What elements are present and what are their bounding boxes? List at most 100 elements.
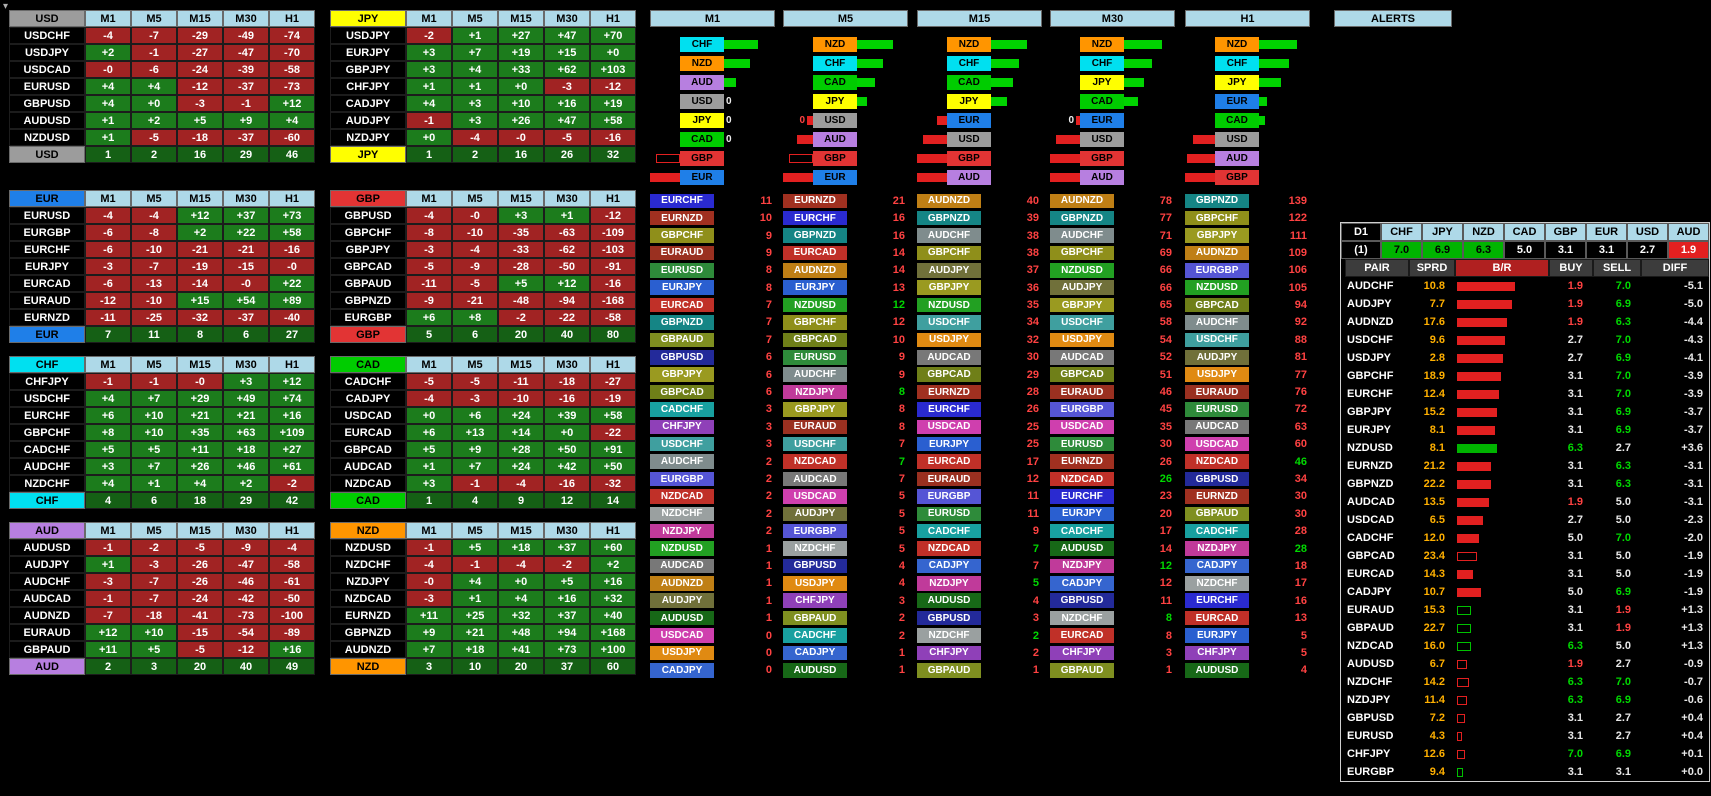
pair-name-cell[interactable]: NZDUSD bbox=[330, 539, 406, 556]
pair-row-eurusd[interactable]: EURUSD 72 bbox=[1185, 402, 1310, 418]
pair-row-eurchf[interactable]: EURCHF 16 bbox=[783, 210, 908, 226]
pair-name-cell[interactable]: EURNZD bbox=[330, 607, 406, 624]
pair-row-usdjpy[interactable]: USDJPY 32 bbox=[917, 332, 1042, 348]
pair-row-nzdusd[interactable]: NZDUSD 35 bbox=[917, 297, 1042, 313]
pair-row-euraud[interactable]: EURAUD 46 bbox=[1050, 384, 1175, 400]
pair-row-eurusd[interactable]: EURUSD 9 bbox=[783, 350, 908, 366]
pair-row-nzdchf[interactable]: NZDCHF 17 bbox=[1185, 576, 1310, 592]
pair-row-chfjpy[interactable]: CHFJPY 2 bbox=[917, 645, 1042, 661]
watch-row-usdjpy[interactable]: USDJPY 2.8 2.7 6.9 -4.1 bbox=[1341, 349, 1709, 367]
pair-row-audjpy[interactable]: AUDJPY 66 bbox=[1050, 280, 1175, 296]
pair-row-eurjpy[interactable]: EURJPY 25 bbox=[917, 436, 1042, 452]
pair-row-usdcad[interactable]: USDCAD 25 bbox=[917, 419, 1042, 435]
pair-row-gbpcad[interactable]: GBPCAD 94 bbox=[1185, 297, 1310, 313]
pair-name-cell[interactable]: USDCHF bbox=[9, 390, 85, 407]
pair-row-chfjpy[interactable]: CHFJPY 3 bbox=[1050, 645, 1175, 661]
pair-row-audjpy[interactable]: AUDJPY 81 bbox=[1185, 350, 1310, 366]
pair-row-gbpusd[interactable]: GBPUSD 34 bbox=[1185, 471, 1310, 487]
pair-name-cell[interactable]: USDCAD bbox=[9, 61, 85, 78]
pair-row-eurchf[interactable]: EURCHF 11 bbox=[650, 193, 775, 209]
pair-row-eurjpy[interactable]: EURJPY 5 bbox=[1185, 628, 1310, 644]
pair-row-gbpaud[interactable]: GBPAUD 1 bbox=[1050, 663, 1175, 679]
watch-row-cadchf[interactable]: CADCHF 12.0 5.0 7.0 -2.0 bbox=[1341, 529, 1709, 547]
pair-row-gbpcad[interactable]: GBPCAD 29 bbox=[917, 367, 1042, 383]
pair-row-nzdcad[interactable]: NZDCAD 2 bbox=[650, 489, 775, 505]
pair-name-cell[interactable]: AUDJPY bbox=[9, 556, 85, 573]
pair-name-cell[interactable]: AUDUSD bbox=[9, 112, 85, 129]
currency-chip-jpy[interactable]: JPY bbox=[330, 10, 406, 27]
pair-name-cell[interactable]: GBPNZD bbox=[330, 292, 406, 309]
pair-row-chfjpy[interactable]: CHFJPY 3 bbox=[650, 419, 775, 435]
watch-row-eurnzd[interactable]: EURNZD 21.2 3.1 6.3 -3.1 bbox=[1341, 457, 1709, 475]
pair-row-nzdcad[interactable]: NZDCAD 7 bbox=[783, 454, 908, 470]
pair-row-gbpusd[interactable]: GBPUSD 6 bbox=[650, 350, 775, 366]
pair-row-audcad[interactable]: AUDCAD 63 bbox=[1185, 419, 1310, 435]
pair-row-eurgbp[interactable]: EURGBP 11 bbox=[917, 489, 1042, 505]
pair-row-eurusd[interactable]: EURUSD 11 bbox=[917, 506, 1042, 522]
currency-chip-eur[interactable]: EUR bbox=[9, 326, 85, 343]
pair-row-gbpjpy[interactable]: GBPJPY 36 bbox=[917, 280, 1042, 296]
pair-name-cell[interactable]: EURCAD bbox=[9, 275, 85, 292]
pair-row-gbpchf[interactable]: GBPCHF 9 bbox=[650, 228, 775, 244]
pair-row-audjpy[interactable]: AUDJPY 37 bbox=[917, 263, 1042, 279]
pair-row-nzdjpy[interactable]: NZDJPY 28 bbox=[1185, 541, 1310, 557]
pair-row-gbpcad[interactable]: GBPCAD 10 bbox=[783, 332, 908, 348]
pair-row-gbpaud[interactable]: GBPAUD 7 bbox=[650, 332, 775, 348]
pair-row-audnzd[interactable]: AUDNZD 109 bbox=[1185, 245, 1310, 261]
pair-name-cell[interactable]: EURCHF bbox=[9, 407, 85, 424]
watch-row-audjpy[interactable]: AUDJPY 7.7 1.9 6.9 -5.0 bbox=[1341, 295, 1709, 313]
pair-row-usdchf[interactable]: USDCHF 7 bbox=[783, 436, 908, 452]
d1-currency-nzd[interactable]: NZD bbox=[1463, 223, 1504, 241]
pair-row-eurchf[interactable]: EURCHF 23 bbox=[1050, 489, 1175, 505]
pair-row-usdchf[interactable]: USDCHF 58 bbox=[1050, 315, 1175, 331]
pair-row-chfjpy[interactable]: CHFJPY 5 bbox=[1185, 645, 1310, 661]
pair-row-usdjpy[interactable]: USDJPY 54 bbox=[1050, 332, 1175, 348]
pair-row-gbpjpy[interactable]: GBPJPY 65 bbox=[1050, 297, 1175, 313]
pair-row-cadjpy[interactable]: CADJPY 7 bbox=[917, 558, 1042, 574]
pair-row-eurcad[interactable]: EURCAD 14 bbox=[783, 245, 908, 261]
pair-row-audchf[interactable]: AUDCHF 38 bbox=[917, 228, 1042, 244]
pair-name-cell[interactable]: AUDCHF bbox=[9, 573, 85, 590]
watch-row-eurchf[interactable]: EURCHF 12.4 3.1 7.0 -3.9 bbox=[1341, 385, 1709, 403]
timeframe-column-header[interactable]: M1 bbox=[650, 10, 775, 27]
currency-chip-chf[interactable]: CHF bbox=[9, 492, 85, 509]
pair-row-eurcad[interactable]: EURCAD 13 bbox=[1185, 610, 1310, 626]
watch-row-usdchf[interactable]: USDCHF 9.6 2.7 7.0 -4.3 bbox=[1341, 331, 1709, 349]
d1-currency-jpy[interactable]: JPY bbox=[1422, 223, 1463, 241]
pair-name-cell[interactable]: USDJPY bbox=[330, 27, 406, 44]
pair-row-audchf[interactable]: AUDCHF 71 bbox=[1050, 228, 1175, 244]
pair-row-euraud[interactable]: EURAUD 12 bbox=[917, 471, 1042, 487]
pair-row-usdjpy[interactable]: USDJPY 4 bbox=[783, 576, 908, 592]
currency-chip-gbp[interactable]: GBP bbox=[330, 190, 406, 207]
pair-row-eurjpy[interactable]: EURJPY 13 bbox=[783, 280, 908, 296]
pair-row-eurcad[interactable]: EURCAD 17 bbox=[917, 454, 1042, 470]
pair-name-cell[interactable]: NZDJPY bbox=[330, 129, 406, 146]
pair-row-eurcad[interactable]: EURCAD 7 bbox=[650, 297, 775, 313]
pair-row-audnzd[interactable]: AUDNZD 14 bbox=[783, 263, 908, 279]
pair-row-audcad[interactable]: AUDCAD 7 bbox=[783, 471, 908, 487]
pair-row-cadchf[interactable]: CADCHF 2 bbox=[783, 628, 908, 644]
pair-name-cell[interactable]: CHFJPY bbox=[330, 78, 406, 95]
pair-row-nzdjpy[interactable]: NZDJPY 12 bbox=[1050, 558, 1175, 574]
pair-name-cell[interactable]: GBPNZD bbox=[330, 624, 406, 641]
pair-row-euraud[interactable]: EURAUD 9 bbox=[650, 245, 775, 261]
pair-row-audchf[interactable]: AUDCHF 92 bbox=[1185, 315, 1310, 331]
pair-row-audcad[interactable]: AUDCAD 52 bbox=[1050, 350, 1175, 366]
pair-row-audusd[interactable]: AUDUSD 14 bbox=[1050, 541, 1175, 557]
timeframe-column-header[interactable]: M15 bbox=[917, 10, 1042, 27]
pair-row-audnzd[interactable]: AUDNZD 40 bbox=[917, 193, 1042, 209]
pair-row-audcad[interactable]: AUDCAD 30 bbox=[917, 350, 1042, 366]
pair-row-usdjpy[interactable]: USDJPY 0 bbox=[650, 645, 775, 661]
pair-name-cell[interactable]: NZDCHF bbox=[9, 475, 85, 492]
pair-row-eurcad[interactable]: EURCAD 8 bbox=[1050, 628, 1175, 644]
pair-row-eurnzd[interactable]: EURNZD 26 bbox=[1050, 454, 1175, 470]
pair-name-cell[interactable]: GBPCHF bbox=[330, 224, 406, 241]
watch-row-nzdchf[interactable]: NZDCHF 14.2 6.3 7.0 -0.7 bbox=[1341, 673, 1709, 691]
pair-row-nzdjpy[interactable]: NZDJPY 2 bbox=[650, 523, 775, 539]
currency-chip-chf[interactable]: CHF bbox=[9, 356, 85, 373]
pair-row-cadjpy[interactable]: CADJPY 1 bbox=[783, 645, 908, 661]
currency-chip-nzd[interactable]: NZD bbox=[330, 658, 406, 675]
pair-row-gbpchf[interactable]: GBPCHF 38 bbox=[917, 245, 1042, 261]
pair-name-cell[interactable]: EURCHF bbox=[9, 241, 85, 258]
pair-row-gbpchf[interactable]: GBPCHF 12 bbox=[783, 315, 908, 331]
